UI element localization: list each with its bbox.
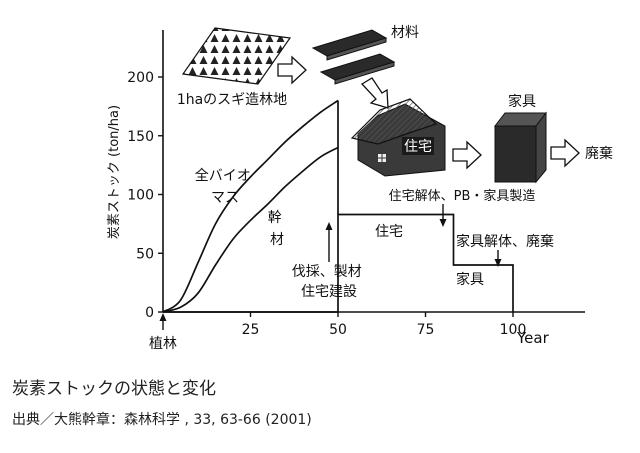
y-tick-label: 100 xyxy=(127,188,154,204)
flow-arrow-house-to-furniture xyxy=(452,140,482,170)
harvest-arrowhead xyxy=(325,222,333,230)
annotation-harvest: 伐採、製材 住宅建設 xyxy=(292,264,366,300)
series-layer xyxy=(162,99,514,313)
flow-arrow-forest-to-timber xyxy=(277,55,307,85)
y-tick-label: 50 xyxy=(136,246,154,262)
series-line-2 xyxy=(163,213,514,313)
annotation-planting: 植林 xyxy=(149,336,177,352)
series-label-stem-line2: 材 xyxy=(270,232,284,248)
x-tick-label: 75 xyxy=(417,322,435,338)
x-tick-label: 25 xyxy=(242,322,260,338)
carbon-stock-figure: 0 50 100 150 200 25 50 75 100 炭素ストック (ton/ha) Y… xyxy=(107,25,613,352)
series-label-total-line1: 全バイオ xyxy=(195,167,251,184)
annotation-harvest-line1: 伐採、製材 xyxy=(292,264,362,280)
flow-label-waste: 廃棄 xyxy=(585,145,613,162)
flow-label-timber: 材料 xyxy=(391,25,419,41)
forest-plot-illustration xyxy=(181,27,292,85)
y-tick-label: 150 xyxy=(127,129,154,145)
planting-arrowhead xyxy=(159,313,167,321)
y-tick-label: 200 xyxy=(127,70,154,86)
annotation-harvest-line2: 住宅建設 xyxy=(301,284,357,300)
house-icon xyxy=(350,98,446,177)
flow-arrow-furniture-to-waste xyxy=(550,138,580,168)
segment-label-house: 住宅 xyxy=(375,224,403,240)
series-line-1 xyxy=(162,146,339,313)
figure-source: 出典／大熊幹章：森林科学 , 33, 63-66 (2001) xyxy=(12,412,312,428)
series-label-total-line2: マス xyxy=(211,190,239,206)
x-tick-label: 50 xyxy=(329,322,347,338)
x-axis-label: Year xyxy=(516,329,550,347)
forest-plot-icon xyxy=(181,27,292,85)
annotation-demolition: 住宅解体、PB・家具製造 xyxy=(389,188,536,204)
flow-arrow-timber-to-house xyxy=(360,77,389,109)
series-label-stem-line1: 幹 xyxy=(268,209,282,226)
demolition-arrowhead xyxy=(439,219,447,227)
x-tick-label: 100 xyxy=(500,322,527,338)
segment-label-furniture: 家具 xyxy=(456,271,484,288)
flow-label-house: 住宅 xyxy=(404,139,432,155)
furniture-icon xyxy=(493,111,548,184)
annotation-arrows xyxy=(159,204,502,330)
timber-boards-icon xyxy=(311,29,396,85)
y-axis-label: 炭素ストック (ton/ha) xyxy=(107,105,122,239)
y-tick-label: 0 xyxy=(145,305,154,321)
series-label-total-biomass: 全バイオ マス xyxy=(195,167,255,206)
figure-caption: 炭素ストックの状態と変化 xyxy=(12,379,216,399)
flow-label-forest: 1haのスギ造林地 xyxy=(177,92,287,108)
disposal-arrowhead xyxy=(494,259,502,267)
series-line-0 xyxy=(162,99,339,313)
annotation-disposal: 家具解体、廃棄 xyxy=(456,233,554,250)
series-label-stem: 幹 材 xyxy=(268,209,286,248)
x-ticks: 25 50 75 100 xyxy=(242,312,527,338)
flow-label-furniture: 家具 xyxy=(508,93,536,110)
y-ticks: 0 50 100 150 200 xyxy=(127,70,163,321)
